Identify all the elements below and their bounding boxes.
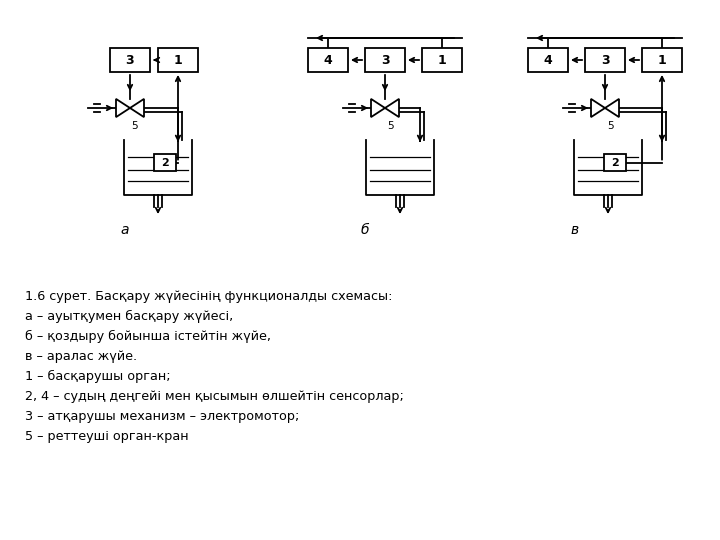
Bar [308, 48, 348, 72]
Text: 1: 1 [174, 53, 182, 66]
Text: 1: 1 [438, 53, 446, 66]
Polygon shape [371, 99, 385, 117]
Text: 4: 4 [544, 53, 552, 66]
Text: 1 – басқарушы орган;: 1 – басқарушы орган; [25, 370, 171, 383]
Text: 5: 5 [387, 121, 393, 131]
Bar [110, 48, 150, 72]
Text: 3 – атқарушы механизм – электромотор;: 3 – атқарушы механизм – электромотор; [25, 410, 300, 423]
Text: в: в [571, 223, 579, 237]
Bar [158, 48, 198, 72]
Polygon shape [130, 99, 144, 117]
Bar [528, 48, 568, 72]
Polygon shape [591, 99, 605, 117]
Text: а – ауытқумен басқару жүйесі,: а – ауытқумен басқару жүйесі, [25, 310, 233, 323]
Polygon shape [385, 99, 399, 117]
Bar [604, 154, 626, 171]
Text: 3: 3 [126, 53, 135, 66]
Polygon shape [605, 99, 619, 117]
Text: 1: 1 [657, 53, 667, 66]
Bar [642, 48, 682, 72]
Text: 3: 3 [600, 53, 609, 66]
Text: 1.6 сурет. Басқару жүйесінің функционалды схемасы:: 1.6 сурет. Басқару жүйесінің функционалд… [25, 290, 392, 303]
Polygon shape [116, 99, 130, 117]
Bar [365, 48, 405, 72]
Text: 2, 4 – судың деңгейі мен қысымын өлшейтін сенсорлар;: 2, 4 – судың деңгейі мен қысымын өлшейті… [25, 390, 404, 403]
Bar [154, 154, 176, 171]
Text: 5: 5 [607, 121, 613, 131]
Text: в – аралас жүйе.: в – аралас жүйе. [25, 350, 137, 363]
Text: 5: 5 [132, 121, 138, 131]
Bar [422, 48, 462, 72]
Text: б: б [361, 223, 369, 237]
Text: 5 – реттеуші орган-кран: 5 – реттеуші орган-кран [25, 430, 189, 443]
Text: б – қоздыру бойынша істейтін жүйе,: б – қоздыру бойынша істейтін жүйе, [25, 330, 271, 343]
Text: 4: 4 [323, 53, 333, 66]
Text: 2: 2 [611, 158, 619, 167]
Bar [585, 48, 625, 72]
Text: 3: 3 [381, 53, 390, 66]
Text: 2: 2 [161, 158, 169, 167]
Text: а: а [121, 223, 130, 237]
